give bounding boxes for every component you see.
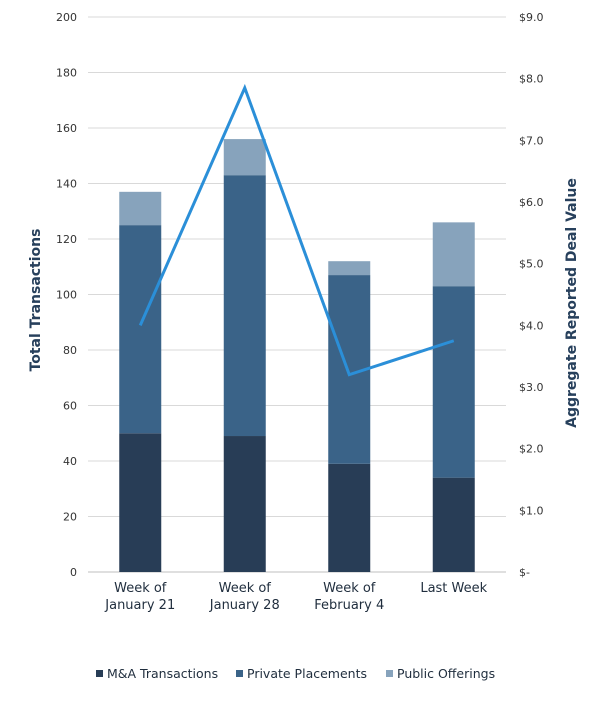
right-tick-label: $6.0 — [519, 196, 544, 209]
left-tick-label: 140 — [56, 178, 77, 191]
bar-private-placements — [432, 286, 475, 478]
legend-swatch-private-placements — [236, 670, 243, 677]
left-axis-ticks: 0 20 40 60 80 100 120 140 160 180 200 — [56, 11, 77, 579]
bar-private-placements — [223, 175, 266, 437]
legend-label-public-offerings: Public Offerings — [397, 666, 495, 681]
right-tick-label: $5.0 — [519, 258, 544, 271]
left-tick-label: 160 — [56, 122, 77, 135]
right-tick-label: $- — [519, 566, 530, 579]
left-tick-label: 40 — [63, 455, 77, 468]
bar-public-offerings — [119, 191, 162, 226]
category-label: Week of January 28 — [209, 581, 280, 613]
left-tick-label: 80 — [63, 344, 77, 357]
category-labels: Week of January 21 Week of January 28 Week o… — [104, 581, 487, 613]
right-axis-title: Aggregate Reported Deal Value — [564, 178, 580, 428]
deal-value-line — [138, 83, 455, 377]
right-tick-label: $7.0 — [519, 134, 544, 147]
right-tick-label: $2.0 — [519, 443, 544, 456]
left-tick-label: 200 — [56, 11, 77, 24]
left-tick-label: 100 — [56, 289, 77, 302]
bar-m-a-transactions — [328, 463, 371, 572]
left-tick-label: 20 — [63, 511, 77, 524]
legend-label-private-placements: Private Placements — [247, 666, 367, 681]
bar-m-a-transactions — [223, 436, 266, 572]
bar-private-placements — [119, 225, 162, 434]
bar-public-offerings — [432, 222, 475, 287]
category-label: Last Week — [420, 581, 487, 596]
legend-label-m-a-transactions: M&A Transactions — [107, 666, 218, 681]
bar-public-offerings — [223, 139, 266, 176]
left-tick-label: 60 — [63, 400, 77, 413]
left-tick-label: 0 — [70, 566, 77, 579]
category-label: Week of January 21 — [104, 581, 175, 613]
right-tick-label: $4.0 — [519, 319, 544, 332]
category-label: Week of February 4 — [314, 581, 384, 613]
bar-stacks — [119, 139, 475, 572]
left-axis-title: Total Transactions — [28, 229, 44, 372]
left-tick-label: 120 — [56, 233, 77, 246]
legend-swatch-public-offerings — [386, 670, 393, 677]
deal-value-line-layer — [138, 83, 455, 377]
legend: M&A Transactions Private Placements Public… — [96, 666, 495, 681]
left-tick-label: 180 — [56, 67, 77, 80]
right-tick-label: $9.0 — [519, 11, 544, 24]
bar-public-offerings — [328, 261, 371, 276]
right-tick-label: $3.0 — [519, 381, 544, 394]
legend-swatch-m-a-transactions — [96, 670, 103, 677]
right-tick-label: $8.0 — [519, 73, 544, 86]
bar-m-a-transactions — [119, 433, 162, 572]
right-tick-label: $1.0 — [519, 504, 544, 517]
bar-m-a-transactions — [432, 477, 475, 572]
right-axis-ticks: $- $1.0 $2.0 $3.0 $4.0 $5.0 $6.0 $7.0 $8.0 $9.0 — [519, 11, 544, 579]
